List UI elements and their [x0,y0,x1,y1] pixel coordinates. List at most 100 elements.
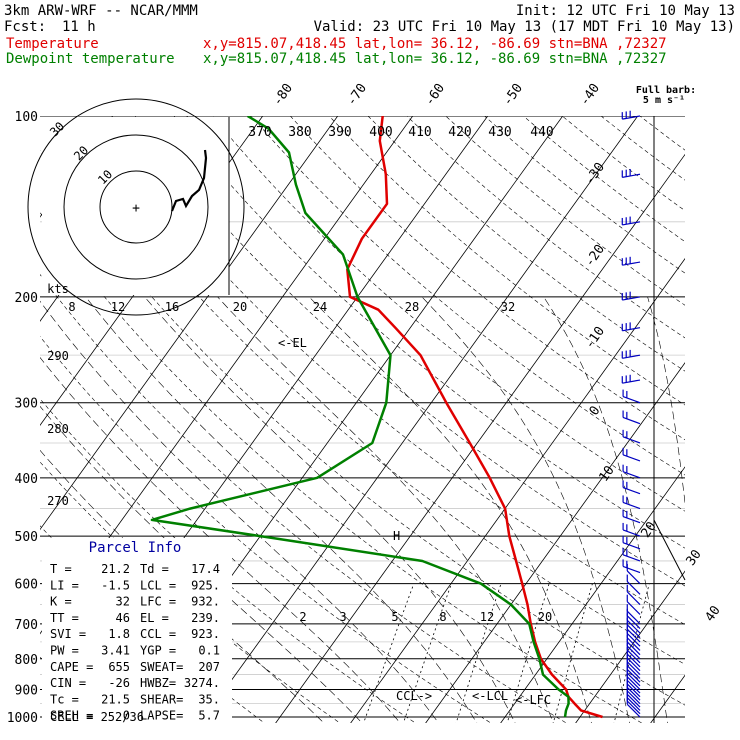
dry-adiabat-280 [40,336,492,723]
parcel-row-0-col-2: Td = [140,562,169,576]
isotherm-label--60: -60 [422,81,448,109]
hodograph-trace [170,149,208,212]
init-time: Init: 12 UTC Fri 10 May 13 [516,3,735,19]
parcel-row-5-col-3: 0.1 [198,644,220,658]
lfc-label: <-LFC [515,693,551,707]
mixing-ratio-label-2: 2 [299,610,306,624]
parcel-row-4-col-1: 1.8 [108,627,130,641]
parcel-row-6-col-0: CAPE = [50,660,93,674]
parcel-row-9-col-1: 0 [123,709,130,723]
wind-barb [626,604,641,625]
parcel-row-2-col-2: LFC = [140,595,176,609]
temperature-legend: Temperature [6,36,99,52]
hodograph-ring-1 [99,170,173,244]
dewpoint-location: x,y=815.07,418.45 lat,lon= 36.12, -86.69… [203,51,667,67]
mixing-ratio-line-5 [455,583,502,723]
pressure-label-300: 300 [15,397,38,412]
isotherm-30 [650,674,685,723]
wind-barb [626,613,641,634]
wind-barb [621,374,641,384]
hodograph-bg [42,117,229,295]
moist-adiabat-20 [217,296,554,723]
theta-label-420: 420 [448,125,471,140]
parcel-row-5-col-2: YGP = [140,644,176,658]
wind-barb [621,349,641,359]
isotherm-label-0: 0 [587,403,604,418]
pressure-label-900: 900 [15,683,38,698]
isotherm-label--30: -30 [582,160,608,188]
cell-motion: CELL = 252/36 [50,710,144,724]
theta-label-440: 440 [530,125,553,140]
dry-adiabat-350 [173,116,685,549]
mixing-ratio-label-20: 20 [538,610,552,624]
barb-legend-title: Full barb: [636,85,696,96]
parcel-row-3-col-0: TT = [50,611,79,625]
ccl-label: CCL-> [396,689,432,703]
parcel-row-9-col-0: SREH = [50,709,93,723]
fcst-label: Fcst: [4,19,46,35]
temp-scale-label-28: 28 [405,300,419,314]
parcel-row-3-col-1: 46 [116,611,130,625]
isotherm-40 [721,103,740,730]
dry-adiabat-430 [484,116,685,274]
moist-adiabat-10 [85,296,478,723]
dry-adiabat-330 [95,116,685,626]
wind-barb [622,429,641,444]
moist-adiabat-40 [647,296,685,506]
theta-label-390: 390 [328,125,351,140]
parcel-row-3-col-3: 239. [191,611,220,625]
mixing-ratio-line-2 [363,583,415,723]
parcel-row-2-col-1: 32 [116,595,130,609]
pressure-label-400: 400 [15,472,38,487]
moist-adiabat-25 [308,296,592,723]
isotherm-label--80: -80 [270,81,296,109]
wind-barb [621,322,641,332]
pressure-label-700: 700 [15,618,38,633]
pressure-label-800: 800 [15,653,38,668]
wind-barb [622,509,641,524]
pressure-label-1000: 1000 [7,711,38,726]
hodograph-ring-2 [63,134,209,280]
theta-label-410: 410 [408,125,431,140]
pressure-label-100: 100 [15,110,38,125]
pressure-label-200: 200 [15,291,38,306]
wind-barb [622,447,641,462]
parcel-row-7-col-2: HWBZ= [140,676,176,690]
parcel-row-9-col-3: 5.7 [198,709,220,723]
wind-barb [622,480,641,495]
dry-adiabat-320 [56,116,685,665]
dry-adiabat-420 [445,116,685,306]
lcl-label: <-LCL [472,689,508,703]
parcel-row-0-col-1: 21.2 [101,562,130,576]
parcel-row-5-col-1: 3.41 [101,644,130,658]
mixing-ratio-label-12: 12 [480,610,494,624]
isotherm-label--40: -40 [577,81,603,109]
parcel-row-1-col-1: -1.5 [101,578,130,592]
temp-scale-label-24: 24 [313,300,327,314]
theta-label-370: 370 [248,125,271,140]
isotherm-label--20: -20 [582,242,608,270]
temp-scale-label-32: 32 [501,300,515,314]
parcel-row-7-col-0: CIN = [50,676,86,690]
wind-barb [621,110,641,120]
wind-barb [622,389,641,404]
parcel-row-8-col-2: SHEAR= [140,692,183,706]
dry-adiabat-400 [367,116,685,372]
wind-barb [622,522,641,537]
parcel-row-0-col-0: T = [50,562,72,576]
wind-barb [622,410,641,425]
mixing-ratio-line-8 [506,583,550,723]
wind-barb [626,563,641,585]
isotherm-label-30: 30 [683,547,704,568]
theta-label-280: 280 [47,422,69,436]
parcel-row-6-col-3: 207 [198,660,220,674]
dewpoint-legend: Dewpoint temperature [6,51,175,67]
el-label: <-EL [278,336,307,350]
temp-scale-label-16: 16 [165,300,179,314]
wind-barb [626,594,641,615]
isotherm-0 [425,362,685,723]
hodograph-unit: kts [47,282,69,296]
moist-adiabat-15 [144,296,516,723]
isotherm--70 [40,116,339,531]
